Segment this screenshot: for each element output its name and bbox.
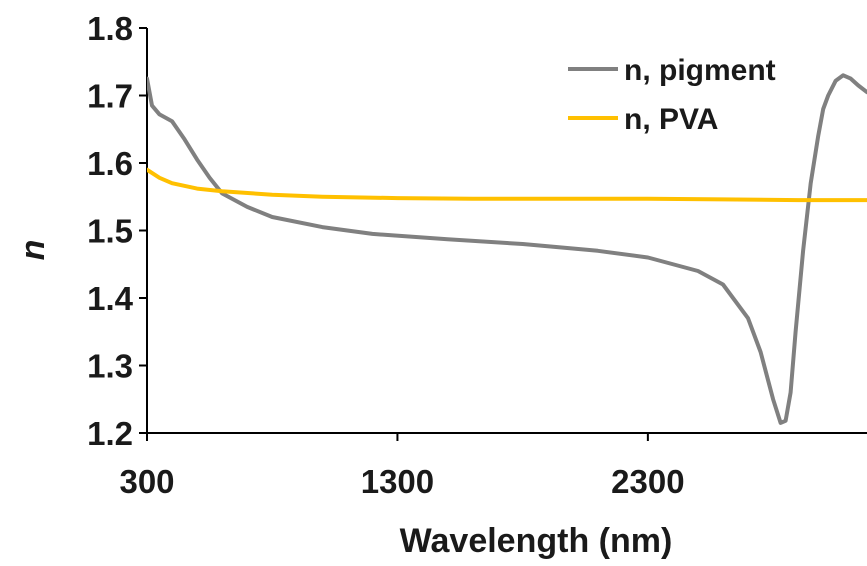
x-axis-title: Wavelength (nm) xyxy=(400,522,673,560)
legend: n, pigment n, PVA xyxy=(568,54,776,136)
axes xyxy=(139,27,867,441)
series-layer xyxy=(147,73,867,425)
y-tick-label: 1.5 xyxy=(87,213,133,250)
x-tick-label: 2300 xyxy=(611,463,684,500)
y-tick-label: 1.7 xyxy=(87,78,133,115)
legend-label-pigment: n, pigment xyxy=(624,54,776,87)
series-line-pva xyxy=(147,167,867,203)
x-tick-label: 1300 xyxy=(361,463,434,500)
series-line-pigment xyxy=(147,73,867,425)
tick-labels: 1.2 1.3 1.4 1.5 1.6 1.7 1.8 300 1300 2300 xyxy=(87,10,684,500)
legend-label-pva: n, PVA xyxy=(624,103,718,136)
y-axis-title: n xyxy=(14,240,52,261)
y-tick-label: 1.2 xyxy=(87,415,133,452)
y-tick-label: 1.4 xyxy=(87,280,134,317)
y-tick-label: 1.6 xyxy=(87,145,133,182)
x-tick-label: 300 xyxy=(119,463,174,500)
y-tick-label: 1.8 xyxy=(87,10,133,47)
y-tick-label: 1.3 xyxy=(87,348,133,385)
